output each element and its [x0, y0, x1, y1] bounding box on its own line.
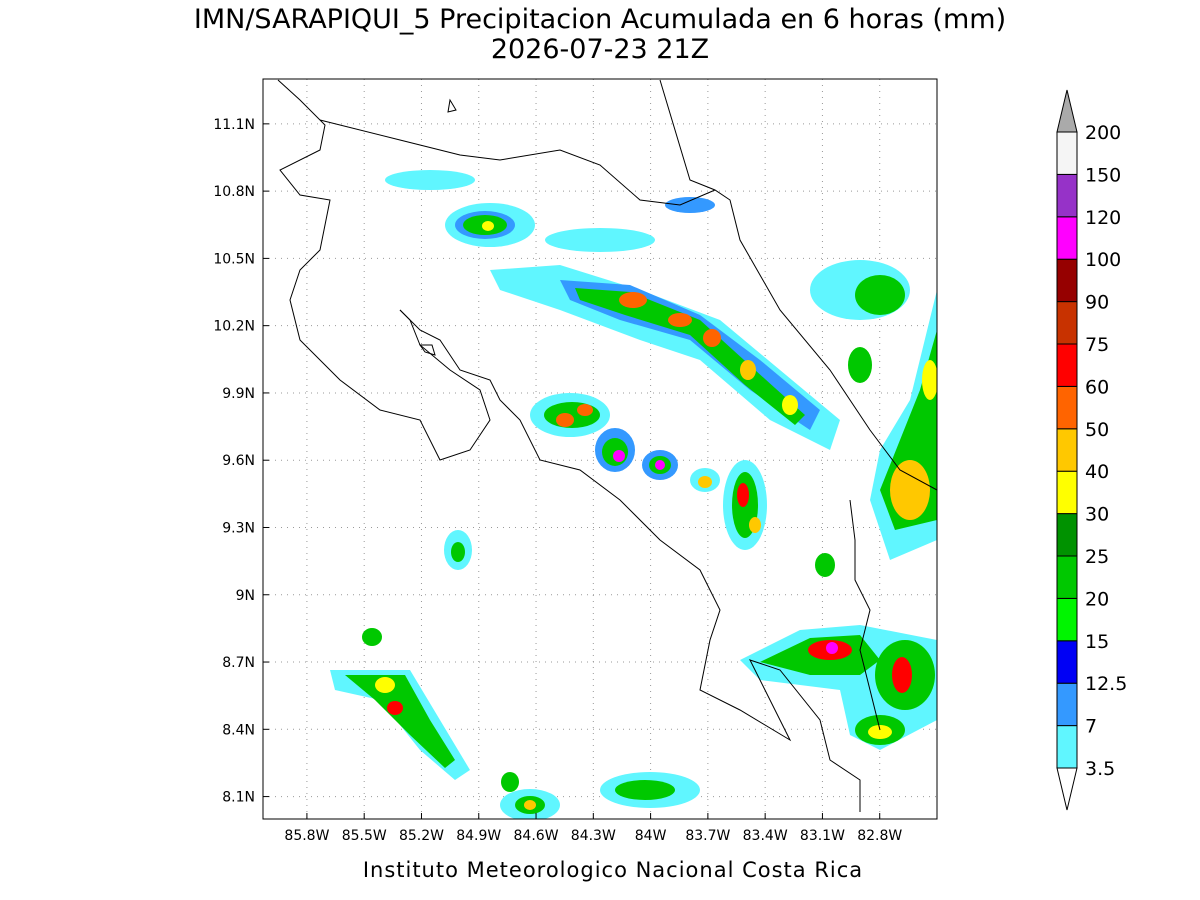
x-tick-label: 85.5W [342, 828, 387, 844]
x-tick-label: 84.3W [571, 828, 616, 844]
x-tick-label: 83.7W [685, 828, 730, 844]
y-tick-label: 11.1N [213, 117, 255, 133]
x-tick-label: 85.8W [284, 828, 329, 844]
colorbar-swatch [1056, 597, 1078, 642]
x-tick-label: 85.2W [399, 828, 444, 844]
colorbar-label: 25 [1085, 546, 1109, 568]
colorbar-swatch [1056, 470, 1078, 515]
colorbar-label: 60 [1085, 376, 1109, 398]
colorbar-swatch [1056, 258, 1078, 303]
x-tick-label: 83.4W [743, 828, 788, 844]
coastlines [277, 79, 937, 812]
colorbar-label: 150 [1085, 164, 1121, 186]
colorbar-label: 90 [1085, 292, 1109, 314]
colorbar-label: 7 [1085, 716, 1097, 738]
y-tick-label: 9N [236, 588, 255, 604]
colorbar-swatch [1056, 343, 1078, 387]
colorbar-label: 75 [1085, 334, 1109, 356]
y-tick-label: 9.6N [222, 453, 255, 469]
y-tick-label: 10.5N [213, 251, 255, 267]
y-tick-label: 8.1N [222, 790, 255, 806]
colorbar-label: 12.5 [1085, 673, 1127, 695]
map-title: IMN/SARAPIQUI_5 Precipitacion Acumulada … [194, 4, 1006, 35]
x-tick-label: 84.9W [456, 828, 501, 844]
ticks: 85.8W 85.5W 85.2W 84.9W 84.6W 84.3W 84W 83.7W 83… [213, 117, 902, 844]
colorbar-label: 3.5 [1085, 758, 1115, 780]
colorbar-under [1056, 767, 1078, 811]
y-tick-label: 9.3N [222, 520, 255, 536]
colorbar-label: 30 [1085, 504, 1109, 526]
y-tick-label: 10.2N [213, 319, 255, 335]
footer: Instituto Meteorologico Nacional Costa R… [363, 858, 863, 882]
colorbar-swatch [1056, 173, 1078, 218]
colorbar-swatch [1056, 640, 1078, 684]
colorbar-swatch [1056, 725, 1078, 769]
colorbar-label: 15 [1085, 631, 1109, 653]
x-tick-label: 84W [635, 828, 667, 844]
colorbar-over [1056, 89, 1078, 133]
colorbar-label: 100 [1085, 249, 1121, 271]
colorbar-label: 50 [1085, 419, 1109, 441]
colorbar-label: 200 [1085, 122, 1121, 144]
rain-cells [330, 170, 937, 819]
x-tick-label: 83.1W [800, 828, 845, 844]
x-tick-label: 82.8W [857, 828, 902, 844]
colorbar-swatch [1056, 513, 1078, 557]
map-subtitle: 2026-07-23 21Z [491, 34, 709, 65]
colorbar-swatch [1056, 555, 1078, 599]
colorbar-swatch [1056, 428, 1078, 472]
colorbar-swatch [1056, 131, 1078, 175]
x-tick-label: 84.6W [514, 828, 559, 844]
colorbar-swatch [1056, 385, 1078, 430]
colorbar: 3.5 7 12.5 15 20 25 30 40 50 60 75 90 100 120 150 200 [1056, 89, 1127, 811]
colorbar-swatch [1056, 682, 1078, 727]
map-frame [262, 78, 938, 820]
y-tick-label: 8.4N [222, 722, 255, 738]
colorbar-swatch [1056, 301, 1078, 345]
colorbar-label: 20 [1085, 588, 1109, 610]
precipitation [330, 170, 937, 819]
y-tick-label: 8.7N [222, 655, 255, 671]
colorbar-swatch [1056, 216, 1078, 260]
y-tick-label: 10.8N [213, 184, 255, 200]
colorbar-label: 120 [1085, 207, 1121, 229]
y-tick-label: 9.9N [222, 386, 255, 402]
colorbar-label: 40 [1085, 461, 1109, 483]
